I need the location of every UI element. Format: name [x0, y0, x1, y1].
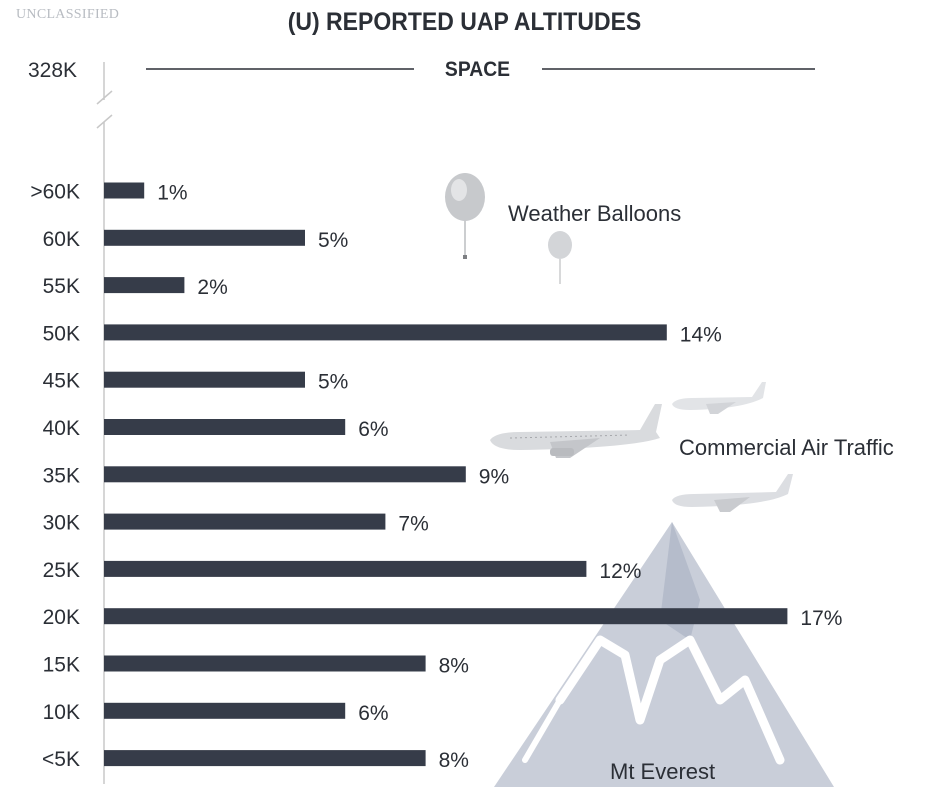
chart-title: (U) REPORTED UAP ALTITUDES: [287, 8, 642, 36]
bar-4: [104, 371, 305, 388]
value-label: 7%: [398, 513, 428, 536]
axis-break: [96, 90, 113, 105]
bar-2: [104, 277, 185, 294]
value-label: 9%: [479, 465, 509, 488]
category-label: >60K: [30, 181, 80, 204]
category-label: <5K: [42, 748, 80, 771]
value-label: 8%: [439, 655, 469, 678]
category-labels: >60K 60K 55K 50K 45K 40K 35K 30K 25K 20K 15K 10K <5K: [30, 181, 80, 772]
bar-7: [104, 513, 386, 530]
value-label: 5%: [318, 229, 348, 252]
category-label: 25K: [43, 559, 80, 582]
category-label: 30K: [43, 512, 80, 535]
value-label: 14%: [680, 323, 722, 346]
weather-balloon-icon: [445, 173, 485, 259]
value-label: 2%: [197, 276, 227, 299]
category-label: 10K: [43, 701, 80, 724]
category-label: 40K: [43, 417, 80, 440]
category-label: 45K: [43, 370, 80, 393]
bar-0: [104, 182, 145, 199]
category-label: 20K: [43, 606, 80, 629]
bar-6: [104, 466, 466, 483]
category-label: 35K: [43, 464, 80, 487]
category-label: 55K: [43, 275, 80, 298]
mt-everest-label: Mt Everest: [610, 759, 716, 784]
airplane-icon: [490, 404, 662, 458]
value-label: 6%: [358, 702, 388, 725]
weather-balloon-icon: [548, 231, 572, 284]
value-label: 12%: [599, 560, 641, 583]
value-label: 5%: [318, 371, 348, 394]
value-label: 8%: [439, 749, 469, 772]
bar-8: [104, 560, 587, 577]
axis-break: [96, 114, 113, 129]
classification-marking: UNCLASSIFIED: [16, 7, 120, 22]
bar-9: [104, 608, 788, 625]
bar-11: [104, 702, 346, 719]
space-label: SPACE: [444, 58, 511, 81]
bar-1: [104, 229, 305, 246]
category-label: 60K: [43, 228, 80, 251]
value-labels: 1% 5% 2% 14% 5% 6% 9% 7% 12% 17% 8% 6% 8%: [157, 182, 842, 773]
category-label: 15K: [43, 654, 80, 677]
airplane-icon: [672, 474, 793, 512]
airplane-icon: [672, 382, 766, 414]
bar-5: [104, 419, 346, 435]
bars-group: [104, 182, 788, 767]
category-label: 50K: [43, 322, 80, 345]
bar-3: [104, 324, 667, 341]
bar-10: [104, 655, 426, 672]
commercial-air-traffic-label: Commercial Air Traffic: [679, 435, 894, 460]
value-label: 6%: [358, 418, 388, 441]
bar-12: [104, 750, 426, 767]
top-axis-label: 328K: [28, 59, 78, 82]
value-label: 1%: [157, 182, 187, 205]
weather-balloons-label: Weather Balloons: [508, 201, 682, 226]
value-label: 17%: [800, 607, 842, 630]
